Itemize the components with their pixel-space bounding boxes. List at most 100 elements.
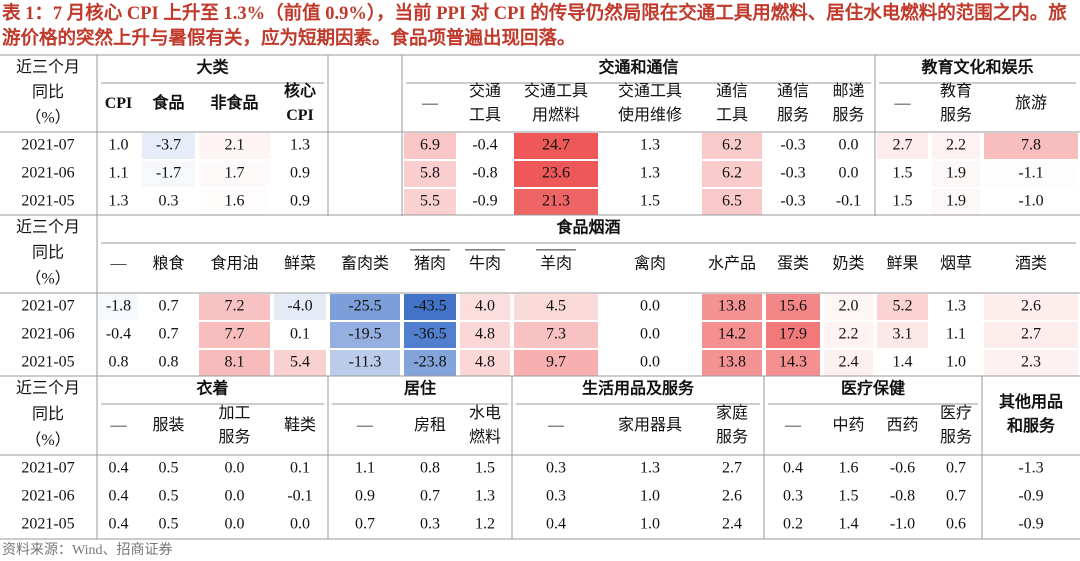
column-label: — (110, 417, 128, 434)
column-label: 鲜菜 (284, 255, 316, 273)
row-header: （%） (25, 109, 70, 127)
heat-cell (514, 294, 598, 320)
column-label: 非食品 (210, 93, 258, 112)
cell-value: 1.0 (640, 516, 660, 533)
column-label: 服装 (152, 416, 184, 434)
column-label: 交通 (469, 82, 501, 100)
cell-value: 0.4 (109, 460, 129, 477)
cell-value: 7.7 (225, 326, 245, 343)
cell-value: 1.4 (893, 354, 913, 371)
column-label: 交通工具 (618, 82, 682, 100)
cell-value: 1.1 (946, 326, 966, 343)
cell-value: 9.7 (546, 354, 566, 371)
cell-value: 6.5 (722, 193, 742, 210)
heat-cell (330, 294, 400, 320)
row-header: 近三个月 (16, 58, 80, 76)
cell-value: -4.0 (287, 298, 312, 315)
heat-cell (877, 294, 928, 320)
heat-cell (702, 133, 762, 159)
cell-value: -1.0 (890, 516, 915, 533)
column-label: 奶类 (832, 255, 864, 273)
cell-value: 2.3 (1021, 354, 1041, 371)
heat-cell (984, 350, 1078, 376)
column-label: 食品 (151, 93, 184, 112)
row-date: 2021-06 (21, 326, 74, 343)
cell-value: 14.2 (718, 326, 746, 343)
row-header: 同比 (32, 405, 64, 423)
column-label: 燃料 (469, 428, 501, 446)
column-label: 羊肉 (540, 255, 572, 273)
column-label: 服务 (832, 106, 864, 124)
cell-value: 21.3 (542, 193, 570, 210)
column-label: 水电 (469, 404, 501, 422)
cell-value: 0.3 (546, 488, 566, 505)
cell-value: 1.5 (893, 165, 913, 182)
cell-value: 1.3 (640, 460, 660, 477)
cell-value: 2.6 (722, 488, 742, 505)
cell-value: -0.4 (106, 326, 131, 343)
cell-value: 1.3 (109, 193, 129, 210)
row-date: 2021-06 (21, 165, 74, 182)
cell-value: 2.7 (893, 137, 913, 154)
cell-value: 1.9 (946, 165, 966, 182)
cell-value: -0.9 (1018, 488, 1043, 505)
cell-value: 0.1 (290, 326, 310, 343)
column-label: 畜肉类 (341, 255, 389, 273)
cell-value: 2.2 (946, 137, 966, 154)
cell-value: 5.5 (420, 193, 440, 210)
column-label: 通信 (777, 82, 809, 100)
heat-cell (702, 350, 762, 376)
cell-value: 17.9 (779, 326, 807, 343)
group-label: 教育文化和娱乐 (921, 58, 1033, 77)
heat-cell (274, 350, 326, 376)
cell-value: 4.8 (475, 326, 495, 343)
group-label: 和服务 (1007, 416, 1056, 435)
source-note: 资料来源：Wind、招商证券 (2, 542, 173, 558)
cell-value: -0.1 (287, 488, 312, 505)
cell-value: 0.0 (640, 326, 660, 343)
cell-value: 0.3 (783, 488, 803, 505)
cell-value: 2.4 (839, 354, 859, 371)
heat-cell (274, 294, 326, 320)
column-label: 家用器具 (618, 416, 682, 434)
cell-value: 1.4 (839, 516, 859, 533)
cell-value: -0.3 (780, 165, 805, 182)
cell-value: 0.5 (159, 460, 179, 477)
cell-value: 0.0 (290, 516, 310, 533)
heat-cell (824, 294, 873, 320)
cell-value: 7.3 (546, 326, 566, 343)
column-label: 用燃料 (532, 106, 580, 124)
column-label: — (784, 417, 802, 434)
heat-cell (702, 189, 762, 215)
column-label: — (547, 417, 565, 434)
heat-cell (514, 161, 598, 187)
cell-value: 0.8 (109, 354, 129, 371)
heat-cell (702, 322, 762, 348)
column-label: — (894, 95, 912, 112)
heat-cell (404, 294, 456, 320)
heat-cell (199, 133, 270, 159)
cell-value: -25.5 (348, 298, 381, 315)
column-label: 邮递 (832, 82, 864, 100)
heat-cell (199, 322, 270, 348)
column-label: 酒类 (1015, 255, 1047, 273)
cell-value: 4.5 (546, 298, 566, 315)
heat-cell (984, 322, 1078, 348)
cell-value: -0.4 (472, 137, 497, 154)
heat-cell (932, 133, 980, 159)
cell-value: -1.1 (1018, 165, 1043, 182)
cell-value: 8.1 (225, 354, 245, 371)
cell-value: 1.7 (225, 165, 245, 182)
column-label: 烟草 (940, 255, 972, 273)
group-label: 医疗保健 (841, 379, 905, 398)
heat-cell (702, 161, 762, 187)
column-label: 工具 (469, 107, 501, 124)
heat-cell (514, 322, 598, 348)
cell-value: 0.0 (839, 165, 859, 182)
heat-cell (404, 322, 456, 348)
cell-value: 7.2 (225, 298, 245, 315)
heat-cell (824, 350, 873, 376)
column-label: 禽肉 (634, 255, 666, 273)
cell-value: 1.2 (475, 516, 495, 533)
column-label: 加工 (218, 404, 250, 422)
